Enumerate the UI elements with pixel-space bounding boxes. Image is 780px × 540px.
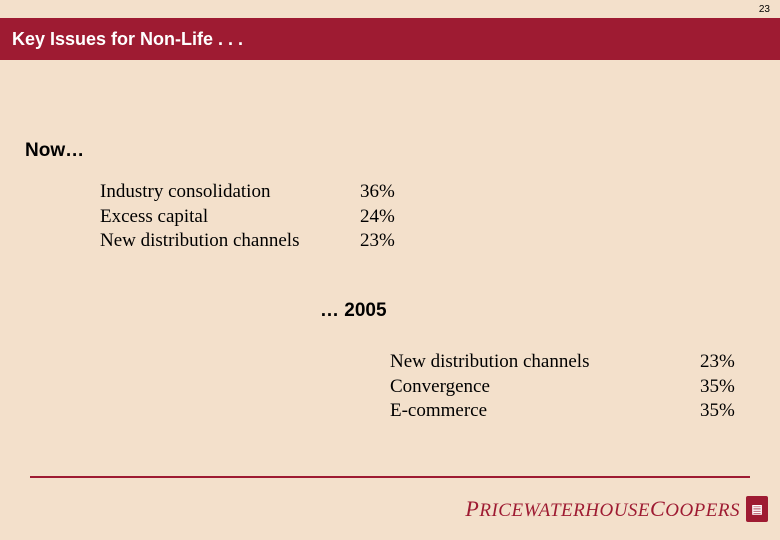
logo-cap: P (465, 496, 479, 521)
slide-title: Key Issues for Non-Life . . . (12, 29, 243, 50)
issues-table-2005: New distribution channels 23% Convergenc… (390, 350, 760, 424)
issue-label: Excess capital (100, 205, 360, 230)
issues-table-now: Industry consolidation 36% Excess capita… (100, 180, 420, 254)
issue-value: 35% (700, 399, 760, 424)
issue-value: 36% (360, 180, 420, 205)
table-row: Excess capital 24% (100, 205, 420, 230)
issue-value: 23% (360, 229, 420, 254)
issue-label: E-commerce (390, 399, 700, 424)
issue-label: New distribution channels (100, 229, 360, 254)
issue-value: 35% (700, 375, 760, 400)
logo-cap: C (650, 496, 665, 521)
issue-value: 23% (700, 350, 760, 375)
page-number: 23 (759, 4, 770, 15)
slide: 23 Key Issues for Non-Life . . . Now… In… (0, 0, 780, 540)
logo-segment: OOPERS (665, 500, 740, 521)
table-row: Convergence 35% (390, 375, 760, 400)
logo-text: PRICEWATERHOUSECOOPERS (465, 496, 740, 522)
table-row: E-commerce 35% (390, 399, 760, 424)
issue-label: New distribution channels (390, 350, 700, 375)
logo-badge-icon: ▤ (746, 496, 768, 522)
footer-logo: PRICEWATERHOUSECOOPERS ▤ (465, 496, 768, 522)
table-row: New distribution channels 23% (390, 350, 760, 375)
section-label-now: Now… (25, 140, 84, 162)
logo-segment: RICEWATERHOUSE (479, 500, 650, 521)
title-bar: Key Issues for Non-Life . . . (0, 18, 780, 60)
issue-value: 24% (360, 205, 420, 230)
table-row: New distribution channels 23% (100, 229, 420, 254)
footer-divider (30, 476, 750, 478)
table-row: Industry consolidation 36% (100, 180, 420, 205)
issue-label: Industry consolidation (100, 180, 360, 205)
issue-label: Convergence (390, 375, 700, 400)
section-label-2005: … 2005 (320, 300, 387, 322)
